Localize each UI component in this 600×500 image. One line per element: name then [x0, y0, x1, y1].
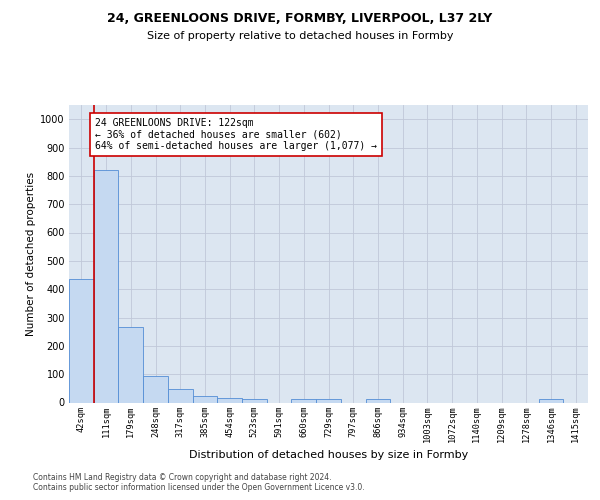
Bar — [217, 398, 242, 402]
Bar — [118, 328, 143, 402]
Bar — [292, 400, 316, 402]
Bar — [94, 170, 118, 402]
Text: 24, GREENLOONS DRIVE, FORMBY, LIVERPOOL, L37 2LY: 24, GREENLOONS DRIVE, FORMBY, LIVERPOOL,… — [107, 12, 493, 26]
Bar — [365, 400, 390, 402]
Text: Contains HM Land Registry data © Crown copyright and database right 2024.
Contai: Contains HM Land Registry data © Crown c… — [33, 472, 365, 492]
Y-axis label: Number of detached properties: Number of detached properties — [26, 172, 36, 336]
Bar — [539, 400, 563, 402]
Bar — [69, 279, 94, 402]
X-axis label: Distribution of detached houses by size in Formby: Distribution of detached houses by size … — [189, 450, 468, 460]
Bar — [316, 400, 341, 402]
Bar — [143, 376, 168, 402]
Bar — [168, 389, 193, 402]
Bar — [242, 400, 267, 402]
Text: 24 GREENLOONS DRIVE: 122sqm
← 36% of detached houses are smaller (602)
64% of se: 24 GREENLOONS DRIVE: 122sqm ← 36% of det… — [95, 118, 377, 151]
Bar — [193, 396, 217, 402]
Text: Size of property relative to detached houses in Formby: Size of property relative to detached ho… — [147, 31, 453, 41]
